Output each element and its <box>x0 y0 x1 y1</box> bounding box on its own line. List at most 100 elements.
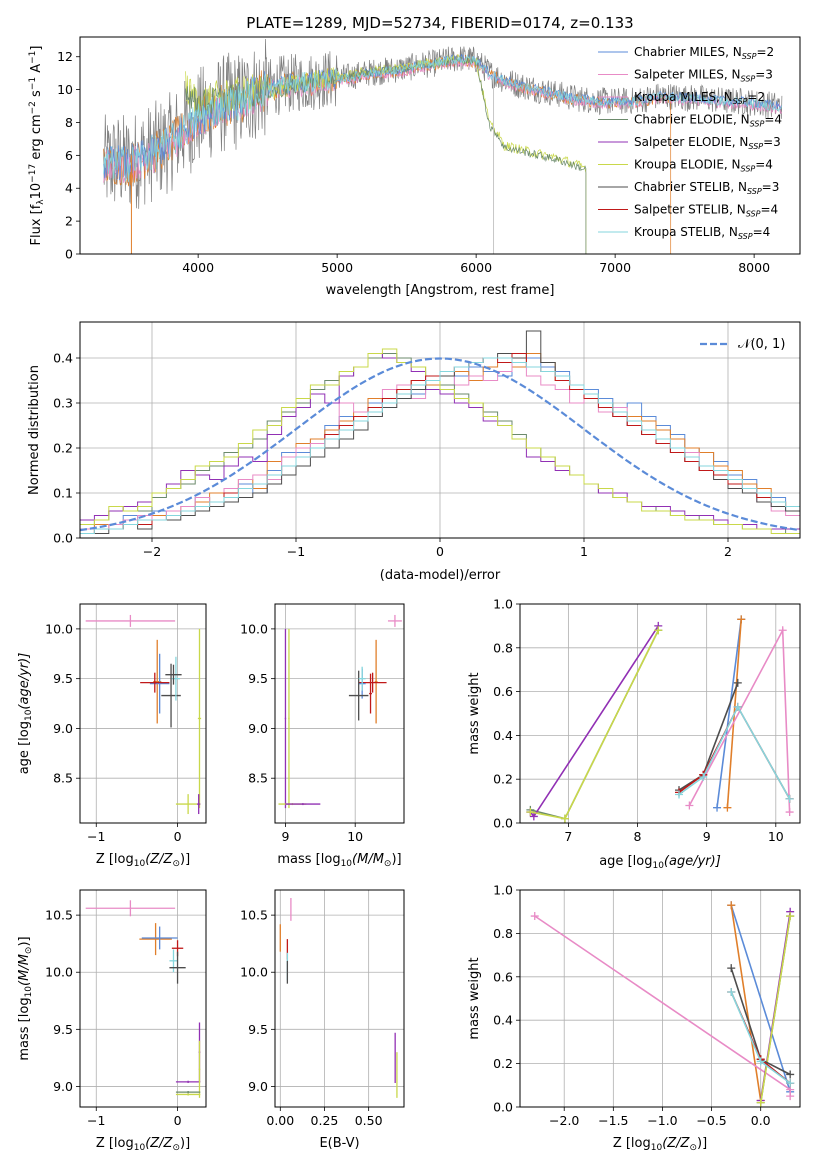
label-part: mass [log <box>17 997 32 1060</box>
plot-area <box>279 897 398 1098</box>
panel-residuals: −2 −1 0 1 2 0.0 0.1 0.2 0.3 0.4 𝒩(0, 1) (data-model… <box>27 321 801 583</box>
x-tick-label: 8 <box>634 829 642 844</box>
series-marker <box>733 702 742 711</box>
series-marker <box>756 1098 765 1107</box>
error-point <box>139 923 172 956</box>
label-part: mass [log <box>277 852 340 867</box>
series-marker <box>529 812 538 821</box>
y-axis-label-part: λ <box>36 199 46 205</box>
residuals-legend: 𝒩(0, 1) <box>700 337 785 352</box>
x-axis-label: Z [log10(Z/Z⊙)] <box>96 1136 190 1153</box>
label-part: Z [log <box>96 852 134 867</box>
spectrum-kroupa-stelib <box>103 54 783 183</box>
label-part: ⊙ <box>384 859 392 869</box>
y-tick-label: 10 <box>57 82 73 97</box>
error-point <box>169 949 178 973</box>
y-tick-label: 8.5 <box>248 771 268 786</box>
series-marker <box>786 1070 795 1079</box>
y-tick-label: 10.5 <box>240 908 268 923</box>
error-point <box>288 628 290 809</box>
legend-suffix: =4 <box>755 158 773 172</box>
legend-suffix: =3 <box>762 180 780 194</box>
legend-entry: Salpeter ELODIE, NSSP=3 <box>634 135 781 151</box>
spectrum-chabrier-miles <box>103 53 782 181</box>
label-part: )] <box>697 1136 707 1151</box>
panel-spectrum: 4000 5000 6000 7000 8000 0 2 4 6 8 10 12 wavelength … <box>28 36 801 298</box>
legend-label: Kroupa ELODIE, N <box>634 158 741 172</box>
y-tick-label: 8 <box>65 115 73 130</box>
axes-frame <box>274 603 405 824</box>
label-part: (Z/Z <box>145 852 173 867</box>
x-axis-label: E(B-V) <box>319 1136 359 1151</box>
axes-frame <box>79 321 801 539</box>
y-tick-label: 9.0 <box>248 1079 268 1094</box>
x-tick-label: 0 <box>174 829 182 844</box>
legend-suffix: =4 <box>753 225 771 239</box>
label-part: )] <box>17 936 32 946</box>
legend-sub: SSP <box>741 165 756 174</box>
x-axis-label: wavelength [Angstrom, rest frame] <box>326 283 555 298</box>
y-axis-label-part: 10 <box>29 183 44 200</box>
legend-sub: SSP <box>747 187 762 196</box>
histogram-kroupa-elodie <box>80 348 800 538</box>
error-point <box>374 639 378 724</box>
series-kroupa-elodie <box>526 626 663 823</box>
plot-area <box>80 330 800 538</box>
axes-frame <box>79 889 207 1108</box>
x-axis-label: (data-model)/error <box>380 568 501 583</box>
series-marker <box>654 626 663 635</box>
error-point <box>85 614 176 627</box>
label-part: 10 <box>134 859 146 869</box>
panel-weight-vs-z: −2.0 −1.5 −1.0 −0.5 0.0 0.0 0.2 0.4 0.6 0.8 1.0 mas… <box>467 883 801 1153</box>
series-marker <box>560 814 569 823</box>
y-axis-label-part: −17 <box>28 164 38 183</box>
label-part: (Z/Z <box>662 1136 690 1151</box>
plot-area <box>530 901 795 1107</box>
legend-suffix: =2 <box>756 45 774 59</box>
error-point <box>197 794 201 815</box>
y-tick-label: 9.5 <box>248 671 268 686</box>
error-point <box>175 794 201 815</box>
y-tick-label: 9.5 <box>53 1022 73 1037</box>
y-axis-label-part: s <box>29 90 44 101</box>
legend-suffix: =2 <box>747 90 765 104</box>
y-tick-label: 0.8 <box>493 926 513 941</box>
legend-sub: SSP <box>746 210 761 219</box>
axes-frame <box>79 36 801 255</box>
x-tick-label: 5000 <box>321 260 353 275</box>
plot-area <box>103 38 783 254</box>
legend-entry: Kroupa MILES, NSSP=2 <box>634 90 765 106</box>
y-axis-label-part: −1 <box>28 51 38 64</box>
panels: 4000 5000 6000 7000 8000024681012wavelength … <box>17 36 801 1153</box>
legend-sub: SSP <box>748 142 763 151</box>
plot-area <box>526 615 794 823</box>
y-tick-label: 10.0 <box>240 965 268 980</box>
y-tick-label: 0.4 <box>493 1013 513 1028</box>
legend-entry: Kroupa ELODIE, NSSP=4 <box>634 158 773 174</box>
x-axis-label: age [log10(age/yr)] <box>599 854 721 871</box>
x-tick-label: −0.5 <box>696 1113 726 1128</box>
error-point <box>140 672 170 693</box>
x-tick-label: 2 <box>724 544 732 559</box>
error-point <box>169 951 186 984</box>
error-point <box>358 672 387 693</box>
series-marker <box>727 901 736 910</box>
x-tick-label: −1 <box>87 1113 105 1128</box>
x-tick-label: 1 <box>580 544 588 559</box>
y-tick-label: 0.4 <box>493 728 513 743</box>
axes-frame <box>519 603 801 824</box>
x-tick-label: −1 <box>87 829 105 844</box>
series-kroupa-elodie <box>756 912 795 1107</box>
error-point <box>369 673 372 714</box>
y-tick-label: 0.3 <box>53 396 73 411</box>
series-marker <box>699 773 708 782</box>
error-point <box>141 926 178 950</box>
y-axis-label: Flux [fλ10−17 erg cm−2 s−1 A−1] <box>28 46 46 246</box>
series-kroupa-stelib <box>675 702 794 803</box>
y-tick-label: 0.1 <box>53 486 73 501</box>
y-tick-label: 1.0 <box>493 883 513 898</box>
x-axis-label: Z [log10(Z/Z⊙)] <box>96 852 190 869</box>
legend-sub: SSP <box>738 232 753 241</box>
label-part: )] <box>391 852 401 867</box>
